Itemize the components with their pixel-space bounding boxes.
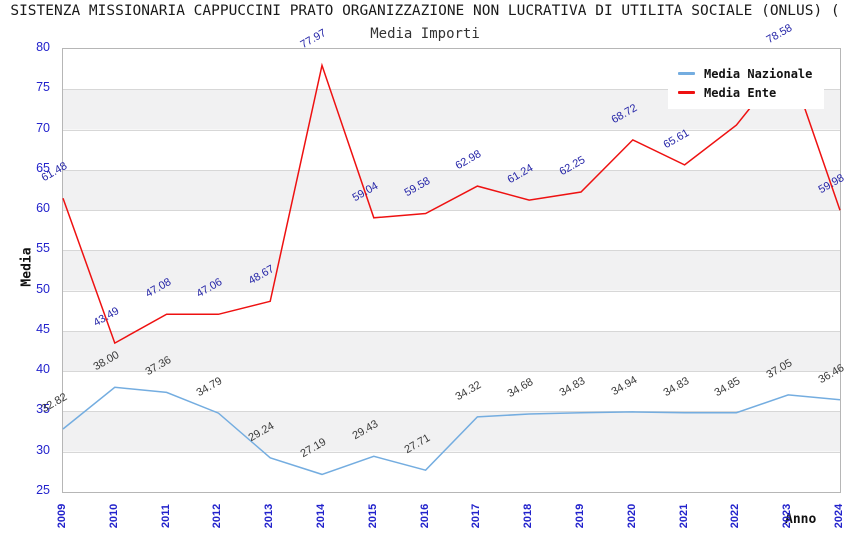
y-tick-label: 70	[36, 120, 50, 135]
plot-area	[62, 48, 841, 493]
x-tick-label: 2023	[781, 503, 794, 529]
y-tick-label: 45	[36, 321, 50, 336]
x-tick-label: 2015	[366, 503, 379, 529]
gridline	[63, 169, 840, 171]
line-media-nazionale	[62, 386, 841, 476]
x-tick-label: 2010	[107, 503, 120, 529]
legend-item-media-ente: Media Ente	[678, 83, 812, 102]
y-tick-label: 40	[36, 362, 50, 377]
legend-label: Media Nazionale	[704, 66, 813, 81]
line-swatch-ente-icon	[678, 91, 695, 94]
y-tick-label: 60	[36, 201, 50, 216]
gridline	[63, 330, 840, 332]
x-tick-label: 2019	[574, 503, 586, 529]
x-tick-label: 2011	[159, 504, 172, 528]
x-tick-label: 2018	[522, 503, 535, 529]
y-tick-label: 55	[36, 241, 50, 256]
line-media-ente	[62, 58, 841, 345]
x-tick-label: 2012	[211, 503, 224, 529]
line-chart-svg	[62, 58, 841, 476]
x-tick-label: 2017	[470, 503, 483, 529]
gridline	[63, 451, 840, 453]
legend-item-media-nazionale: Media Nazionale	[678, 64, 812, 83]
y-tick-label: 25	[36, 483, 50, 497]
x-axis-title: Anno	[785, 512, 817, 527]
gridline	[63, 210, 840, 212]
gridline	[63, 290, 840, 292]
y-tick-label: 80	[36, 40, 50, 54]
x-tick-label: 2024	[833, 503, 845, 529]
gridline	[63, 411, 840, 413]
gridline	[63, 129, 840, 131]
y-tick-label: 30	[36, 442, 50, 457]
legend: Media Nazionale Media Ente	[668, 57, 825, 109]
data-label: 78.58	[764, 22, 795, 47]
x-tick-label: 2022	[729, 503, 742, 529]
chart-title: Media Importi	[370, 26, 480, 42]
gridline	[63, 371, 840, 373]
x-tick-label: 2016	[418, 503, 431, 529]
y-tick-label: 75	[36, 80, 50, 95]
x-tick-label: 2020	[625, 503, 638, 529]
legend-label: Media Ente	[704, 85, 777, 100]
x-tick-label: 2021	[677, 503, 690, 529]
gridline	[63, 250, 840, 252]
gridline	[63, 89, 840, 91]
line-swatch-nazionale-icon	[678, 72, 695, 75]
x-tick-label: 2009	[56, 503, 68, 529]
y-tick-label: 65	[36, 160, 50, 175]
x-tick-label: 2014	[315, 503, 327, 529]
x-tick-label: 2013	[263, 503, 276, 529]
y-tick-label: 35	[36, 402, 50, 417]
page-title: SISTENZA MISSIONARIA CAPPUCCINI PRATO OR…	[10, 3, 840, 19]
y-tick-label: 50	[36, 281, 50, 296]
